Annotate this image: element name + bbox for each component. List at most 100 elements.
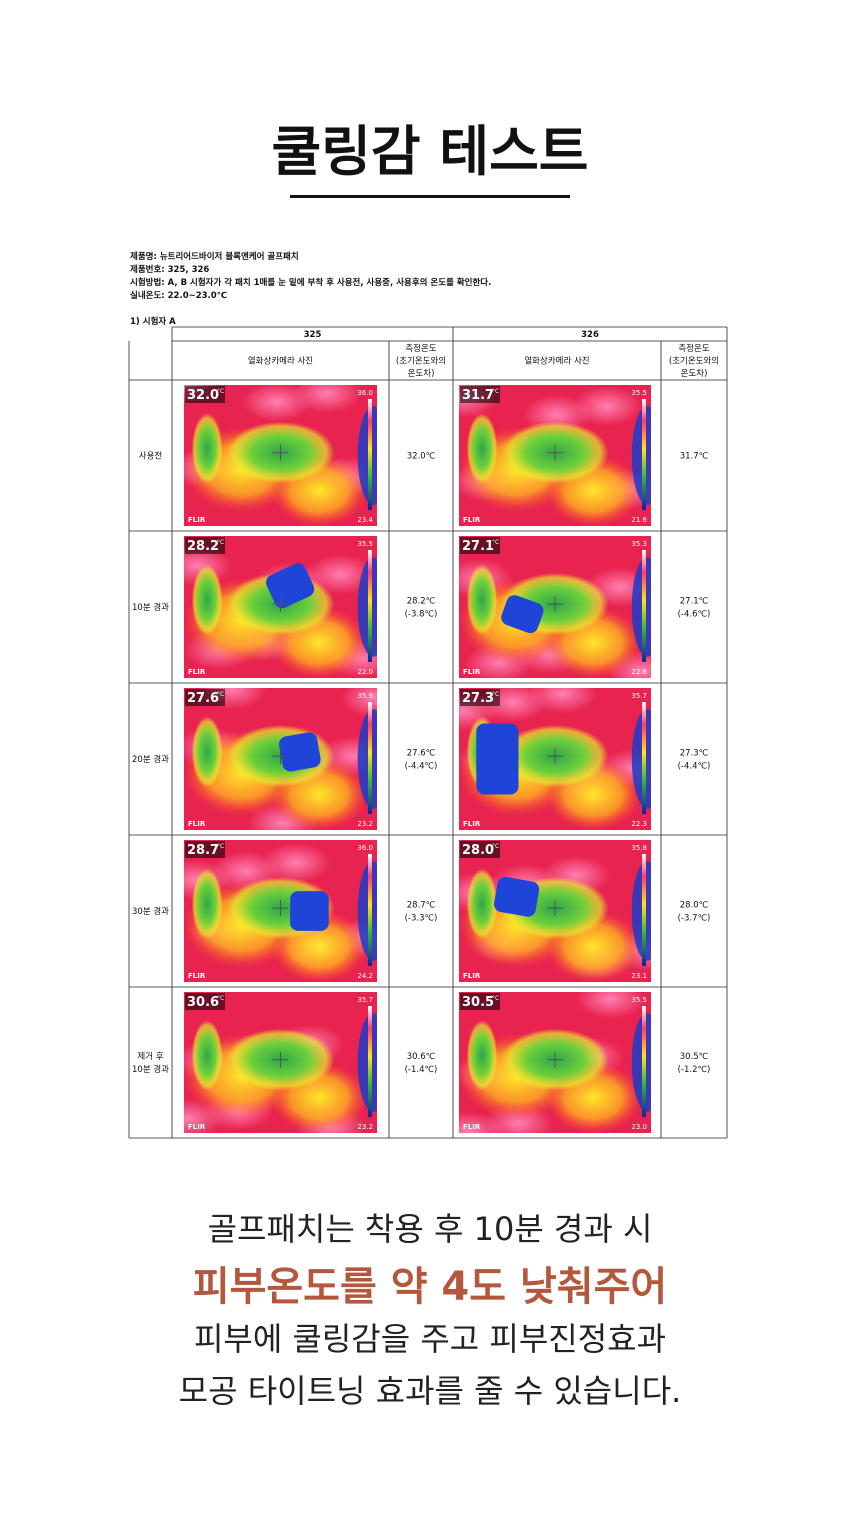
reading-box bbox=[185, 689, 225, 706]
thermal-cool bbox=[191, 413, 223, 484]
cooling-patch bbox=[476, 723, 519, 795]
scale-min: 24.2 bbox=[357, 972, 373, 980]
temperature: 27.6℃ bbox=[407, 749, 436, 759]
thermal-cool bbox=[191, 1020, 223, 1091]
temperature: (-3.8℃) bbox=[405, 610, 438, 620]
scale-min: 22.3 bbox=[631, 820, 647, 828]
temperature: 28.0℃ bbox=[680, 901, 709, 911]
thermal-image: 28.0°C 35.8 23.1 FLIR bbox=[459, 840, 651, 982]
closing-line: 모공 타이트닝 효과를 줄 수 있습니다. bbox=[179, 1372, 682, 1410]
scale-min: 23.0 bbox=[631, 1123, 647, 1131]
thermal-edge bbox=[357, 861, 377, 961]
reading-unit: °C bbox=[217, 995, 224, 1002]
temperature: 28.2℃ bbox=[407, 597, 436, 607]
thermal-image: 28.7°C 36.0 24.2 FLIR bbox=[184, 840, 377, 982]
closing-line: 골프패치는 착용 후 10분 경과 시 bbox=[208, 1210, 653, 1248]
temperature: 27.1℃ bbox=[680, 597, 709, 607]
temperature: (-4.6℃) bbox=[678, 610, 711, 620]
reading-box bbox=[185, 993, 225, 1010]
temperature: 28.7℃ bbox=[407, 901, 436, 911]
reading-unit: °C bbox=[492, 843, 499, 850]
row-label: 10분 경과 bbox=[132, 602, 169, 613]
column-header: 열화상카메라 사진 bbox=[248, 356, 313, 367]
color-scale bbox=[368, 702, 372, 814]
reading-box bbox=[185, 386, 225, 403]
scale-min: 23.1 bbox=[631, 972, 647, 980]
brand-logo: FLIR bbox=[463, 516, 481, 524]
color-scale bbox=[368, 1006, 372, 1117]
temperature: 31.7℃ bbox=[680, 452, 709, 462]
reading-box bbox=[460, 993, 500, 1010]
reading-unit: °C bbox=[217, 691, 224, 698]
temperature: 30.6℃ bbox=[407, 1052, 436, 1062]
cooling-patch bbox=[266, 563, 315, 609]
row-label: 10분 경과 bbox=[132, 1064, 169, 1075]
closing-line: 피부에 쿨링감을 주고 피부진정효과 bbox=[194, 1320, 666, 1358]
scale-min: 21.6 bbox=[631, 516, 647, 524]
info-line: 시험방법: A, B 시험자가 각 패치 1매를 눈 밑에 부착 후 사용전, … bbox=[130, 277, 491, 288]
row-label: 20분 경과 bbox=[132, 754, 169, 765]
reading-box bbox=[185, 537, 225, 554]
reading: 27.6 bbox=[187, 691, 219, 706]
title: 쿨링감 테스트 bbox=[272, 120, 589, 183]
reading-box bbox=[460, 386, 500, 403]
brand-logo: FLIR bbox=[188, 820, 206, 828]
scale-min: 23.2 bbox=[357, 1123, 373, 1131]
reading-box bbox=[460, 689, 500, 706]
subject: 1) 시험자 A bbox=[130, 316, 176, 327]
scale-max: 35.9 bbox=[357, 692, 373, 700]
row-label: 30분 경과 bbox=[132, 906, 169, 917]
info-line: 제품번호: 325, 326 bbox=[130, 264, 209, 275]
reading-box bbox=[460, 841, 500, 858]
brand-logo: FLIR bbox=[463, 972, 481, 980]
column-header: 온도차) bbox=[681, 369, 708, 379]
thermal-edge bbox=[631, 1013, 651, 1112]
brand-logo: FLIR bbox=[463, 1123, 481, 1131]
info-line: 실내온도: 22.0~23.0℃ bbox=[130, 290, 227, 301]
temperature: (-1.2℃) bbox=[678, 1065, 711, 1075]
scale-max: 35.5 bbox=[631, 996, 647, 1004]
thermal-cool bbox=[466, 564, 498, 636]
reading-unit: °C bbox=[492, 388, 499, 395]
temperature: 32.0℃ bbox=[407, 452, 436, 462]
reading: 27.1 bbox=[462, 539, 494, 554]
thermal-hot bbox=[459, 1111, 504, 1133]
color-scale bbox=[642, 702, 646, 814]
reading-unit: °C bbox=[217, 539, 224, 546]
scale-min: 22.6 bbox=[631, 668, 647, 676]
color-scale bbox=[368, 399, 372, 510]
cooling-patch bbox=[493, 876, 540, 917]
scale-max: 35.8 bbox=[631, 844, 647, 852]
thermal-image: 30.6°C 35.7 23.2 FLIR bbox=[184, 992, 377, 1133]
scale-min: 23.2 bbox=[357, 820, 373, 828]
thermal-image: 27.1°C 35.3 22.6 FLIR bbox=[459, 536, 651, 678]
reading-box bbox=[460, 537, 500, 554]
reading: 28.2 bbox=[187, 539, 219, 554]
thermal-edge bbox=[357, 1013, 377, 1112]
thermal-image: 28.2°C 35.5 22.0 FLIR bbox=[184, 536, 377, 678]
thermal-edge bbox=[631, 709, 651, 809]
closing-highlight: 피부온도를 약 4도 낮춰주어 bbox=[193, 1264, 667, 1310]
temperature: (-4.4℃) bbox=[405, 762, 438, 772]
reading: 28.0 bbox=[462, 843, 494, 858]
thermal-edge bbox=[357, 709, 377, 809]
column-header: 온도차) bbox=[408, 369, 435, 379]
scale-max: 35.5 bbox=[631, 389, 647, 397]
product-header: 326 bbox=[581, 330, 599, 340]
title-underline bbox=[290, 195, 570, 198]
color-scale bbox=[642, 1006, 646, 1117]
temperature: (-1.4℃) bbox=[405, 1065, 438, 1075]
thermal-image: 32.0°C 36.0 23.4 FLIR bbox=[184, 385, 377, 526]
thermal-hot bbox=[576, 992, 646, 1019]
reading-unit: °C bbox=[217, 388, 224, 395]
thermal-edge bbox=[357, 406, 377, 505]
brand-logo: FLIR bbox=[463, 820, 481, 828]
scale-min: 23.4 bbox=[357, 516, 373, 524]
thermal-cool bbox=[466, 413, 498, 484]
reading-box bbox=[185, 841, 225, 858]
scale-max: 36.0 bbox=[357, 844, 373, 852]
thermal-image: 27.6°C 35.9 23.2 FLIR bbox=[184, 688, 377, 830]
thermal-image: 30.5°C 35.5 23.0 FLIR bbox=[459, 992, 651, 1133]
